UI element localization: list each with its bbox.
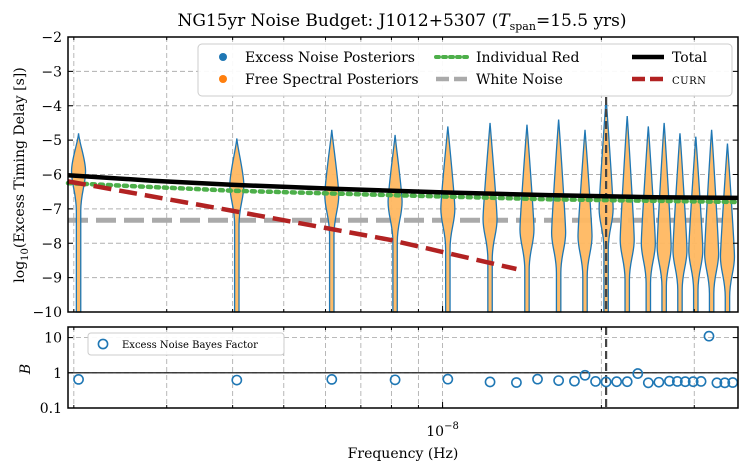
bayes-point-10 — [569, 375, 580, 387]
bayes-point-3 — [326, 373, 338, 385]
y-tick-label: −6 — [41, 168, 62, 184]
y-tick-label: 10 — [44, 331, 62, 347]
legend-label: Total — [672, 50, 708, 66]
legend-entry: Excess Noise Posteriors — [219, 50, 415, 66]
y-tick-label: −9 — [41, 271, 62, 287]
violin-5 — [440, 126, 456, 313]
legend-entry: Individual Red — [434, 50, 579, 66]
violin-13 — [656, 122, 672, 313]
top-y-ticks: −10 −9 −8 −7 −6 −5 −4 −3 −2 — [32, 30, 738, 321]
violin-14 — [672, 133, 688, 313]
legend-entry: Free Spectral Posteriors — [219, 72, 419, 88]
bayes-point-15 — [621, 376, 633, 388]
bayes-point-25 — [711, 377, 723, 389]
violin-15 — [688, 136, 704, 313]
bayes-point-22 — [687, 376, 699, 388]
y-tick-label: 1 — [53, 366, 62, 382]
chart-title: NG15yr Noise Budget: J1012+5307 (Tspan=1… — [177, 11, 626, 33]
top-y-axis-label: log10(Excess Timing Delay [s]) — [12, 67, 31, 282]
bottom-axes-frame — [67, 326, 739, 409]
violin-16 — [703, 129, 720, 313]
bayes-point-23 — [695, 375, 707, 387]
free-spectral-violins — [70, 98, 736, 313]
legend-label: Excess Noise Bayes Factor — [122, 340, 258, 351]
legend-label: Free Spectral Posteriors — [245, 72, 419, 88]
y-tick-label: −2 — [41, 30, 62, 46]
bayes-point-9 — [553, 375, 565, 387]
bayes-point-20 — [671, 375, 683, 387]
bayes-point-16 — [632, 368, 644, 379]
violin-6 — [482, 122, 498, 313]
bayes-point-11 — [579, 369, 591, 381]
legend-label: curn — [672, 72, 706, 88]
bayes-point-8 — [532, 373, 543, 385]
legend-entry: White Noise — [436, 72, 563, 88]
y-tick-label: 0.1 — [40, 401, 62, 417]
legend-marker — [97, 338, 109, 350]
total-curve — [67, 172, 739, 201]
legend-entry: curn — [632, 72, 706, 88]
bayes-point-18 — [653, 376, 665, 388]
bayes-point-13 — [600, 376, 612, 388]
bayes-point-14 — [611, 376, 623, 388]
x-axis-label: Frequency (Hz) — [348, 446, 459, 462]
violin-12 — [640, 126, 656, 313]
bayes-point-21 — [679, 376, 691, 388]
bayes-point-24 — [703, 330, 715, 342]
violin-17 — [719, 143, 736, 313]
violin-4 — [387, 134, 403, 313]
legend-label: Excess Noise Posteriors — [245, 50, 415, 66]
bottom-grid — [68, 327, 738, 409]
legend-label: Individual Red — [476, 50, 579, 66]
bayes-point-6 — [484, 376, 496, 388]
y-tick-label: −8 — [41, 236, 62, 252]
bayes-point-2 — [231, 374, 243, 386]
bayes-point-5 — [442, 373, 454, 385]
bottom-y-ticks: 0.1 1 10 — [40, 331, 738, 417]
violin-7 — [519, 124, 535, 313]
violin-2 — [229, 138, 245, 313]
bayes-factor-points — [73, 330, 739, 389]
top-x-ticks — [73, 37, 695, 312]
bottom-y-axis-label: B — [18, 364, 34, 375]
bottom-x-ticks: 10−8 — [73, 327, 695, 440]
legend-marker — [219, 53, 227, 61]
y-tick-label: −7 — [41, 202, 62, 218]
legend-marker — [219, 75, 227, 83]
bayes-point-1 — [73, 373, 84, 385]
legend-entry: Total — [632, 50, 708, 66]
y-tick-label: −3 — [41, 64, 62, 80]
legend-label: White Noise — [476, 72, 563, 88]
bottom-legend: Excess Noise Bayes Factor — [87, 332, 285, 356]
x-tick-label: 10−8 — [426, 421, 459, 440]
noise-curves — [65, 172, 741, 272]
bayes-point-19 — [664, 375, 675, 387]
top-legend: Excess Noise Posteriors Free Spectral Pos… — [197, 43, 733, 97]
y-tick-label: −10 — [32, 305, 62, 321]
y-tick-label: −4 — [41, 99, 62, 115]
y-tick-label: −5 — [41, 133, 62, 149]
violin-9 — [577, 129, 593, 313]
bayes-point-7 — [511, 377, 522, 388]
bayes-point-26 — [719, 377, 731, 389]
violin-11 — [619, 116, 635, 313]
bayes-point-17 — [642, 377, 654, 389]
individual-red-curve — [65, 180, 741, 205]
curn-curve — [67, 179, 517, 272]
bayes-point-4 — [389, 374, 401, 386]
violin-8 — [550, 119, 567, 313]
bayes-point-12 — [590, 375, 601, 387]
